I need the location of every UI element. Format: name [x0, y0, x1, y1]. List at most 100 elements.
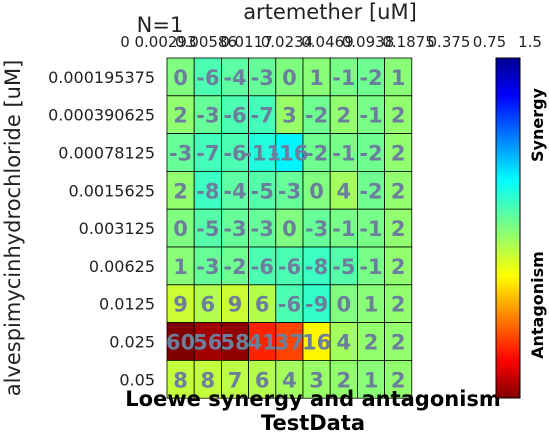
y-tick-labels: 0.000195375 0.000390625 0.00078125 0.001562… — [48, 68, 155, 389]
cell-value-label: 0 — [282, 217, 297, 241]
chart-title: Loewe synergy and antagonism — [125, 387, 501, 411]
cell-value-label: -3 — [278, 179, 301, 203]
heatmap-cell — [220, 246, 249, 286]
heatmap-cell — [193, 246, 222, 286]
cell-value-label: 8 — [200, 368, 215, 392]
cell-value-label: 2 — [391, 142, 406, 166]
cell-value-label: 2 — [391, 104, 406, 128]
cell-value-label: 1 — [309, 66, 324, 90]
heatmap-cell — [384, 95, 413, 135]
cell-value-label: 1 — [364, 293, 379, 317]
cell-value-label: -7 — [196, 142, 219, 166]
y-tick-label: 0.00625 — [89, 257, 155, 276]
heatmap-cell — [166, 359, 195, 399]
cell-value-label: -3 — [251, 66, 274, 90]
cell-value-label: 37 — [275, 331, 304, 355]
cell-value-label: -1 — [359, 104, 382, 128]
heatmap-cell — [248, 359, 277, 399]
cell-value-label: -5 — [332, 255, 355, 279]
x-tick-label: 0.0938 — [342, 33, 395, 51]
heatmap-cell — [329, 284, 358, 323]
y-tick-label: 0.025 — [109, 333, 155, 352]
x-tick-label: 0.0469 — [301, 33, 354, 51]
cell-value-label: 60 — [166, 331, 195, 355]
heatmap-cell — [275, 284, 304, 323]
heatmap-cell — [248, 208, 277, 248]
cell-value-label: -1 — [332, 142, 355, 166]
cell-value-label: 2 — [391, 331, 406, 355]
x-tick-label: 0.1875 — [382, 33, 435, 51]
cell-value-label: 2 — [391, 179, 406, 203]
heatmap-cell — [275, 246, 304, 286]
cell-value-label: 2 — [391, 293, 406, 317]
cell-value-label: -8 — [196, 179, 219, 203]
heatmap-cell — [275, 95, 304, 135]
heatmap-cell — [275, 133, 304, 172]
cell-value-label: -2 — [359, 179, 382, 203]
cell-value-label: 2 — [391, 368, 406, 392]
cell-value-label: 0 — [309, 179, 324, 203]
cell-value-label: -8 — [305, 255, 328, 279]
heatmap-cell — [384, 246, 413, 286]
heatmap-cell — [329, 322, 358, 361]
heatmap-cell — [166, 170, 195, 210]
heatmap-cell — [220, 95, 249, 135]
x-tick-labels: 0 0.002930.005860.01170.02340.04690.09380… — [120, 33, 542, 51]
heatmap-cell — [384, 359, 413, 399]
x-tick-label: 0.0234 — [261, 33, 314, 51]
cell-value-label: -3 — [223, 217, 246, 241]
heatmap-cell — [193, 57, 222, 97]
heatmap-cell — [248, 133, 277, 172]
y-tick-label: 0.05 — [119, 370, 155, 389]
heatmap-cell — [248, 322, 277, 361]
cell-value-label: 4 — [282, 368, 297, 392]
y-tick-label: 0.000195375 — [48, 68, 155, 87]
heatmap-cell — [275, 322, 304, 361]
heatmap-cell — [166, 95, 195, 135]
heatmap-cell — [166, 322, 195, 361]
cell-value-label: -4 — [223, 179, 246, 203]
cell-value-label: 16 — [302, 331, 331, 355]
heatmap-cell — [384, 322, 413, 361]
heatmap-cell — [384, 170, 413, 210]
cell-value-label: -7 — [251, 104, 274, 128]
heatmap-cell — [166, 208, 195, 248]
cell-value-label: -6 — [251, 255, 274, 279]
cell-value-label: -6 — [196, 66, 219, 90]
colorbar-top-label: Synergy — [528, 87, 547, 162]
cell-value-label: -6 — [278, 293, 301, 317]
heatmap-cell — [356, 57, 385, 97]
cell-value-label: -2 — [305, 142, 328, 166]
cell-value-label: -3 — [251, 217, 274, 241]
x-tick-label: 0 — [120, 33, 130, 51]
heatmap-cell — [302, 246, 331, 286]
heatmap-cells: 0 -6 -4 -3 0 1 -1 -2 12 -3 -6 -7 3 -2 2 -1 2-3 -7 -6-11-16… — [166, 57, 413, 399]
cell-value-label: 56 — [193, 331, 222, 355]
cell-value-label: 0 — [336, 293, 351, 317]
cell-value-label: -2 — [359, 142, 382, 166]
heatmap-cell — [384, 208, 413, 248]
cell-value-label: -6 — [223, 104, 246, 128]
cell-value-label: -3 — [305, 217, 328, 241]
cell-value-label: 3 — [309, 368, 324, 392]
cell-value-label: 1 — [391, 66, 406, 90]
chart-subtitle: TestData — [261, 411, 365, 433]
cell-value-label: 1 — [364, 368, 379, 392]
heatmap-cell — [193, 359, 222, 399]
cell-value-label: -6 — [278, 255, 301, 279]
cell-value-label: 3 — [282, 104, 297, 128]
y-tick-label: 0.003125 — [79, 219, 155, 238]
heatmap-cell — [302, 359, 331, 399]
heatmap-cell — [275, 359, 304, 399]
heatmap-cell — [166, 246, 195, 286]
heatmap-cell — [248, 170, 277, 210]
cell-value-label: 2 — [173, 104, 188, 128]
x-tick-label: 0.375 — [428, 33, 471, 51]
cell-value-label: -1 — [332, 217, 355, 241]
cell-value-label: -3 — [196, 104, 219, 128]
heatmap-cell — [193, 284, 222, 323]
x-tick-label: 0.00293 — [134, 33, 196, 51]
heatmap-cell — [193, 170, 222, 210]
cell-value-label: -4 — [223, 66, 246, 90]
